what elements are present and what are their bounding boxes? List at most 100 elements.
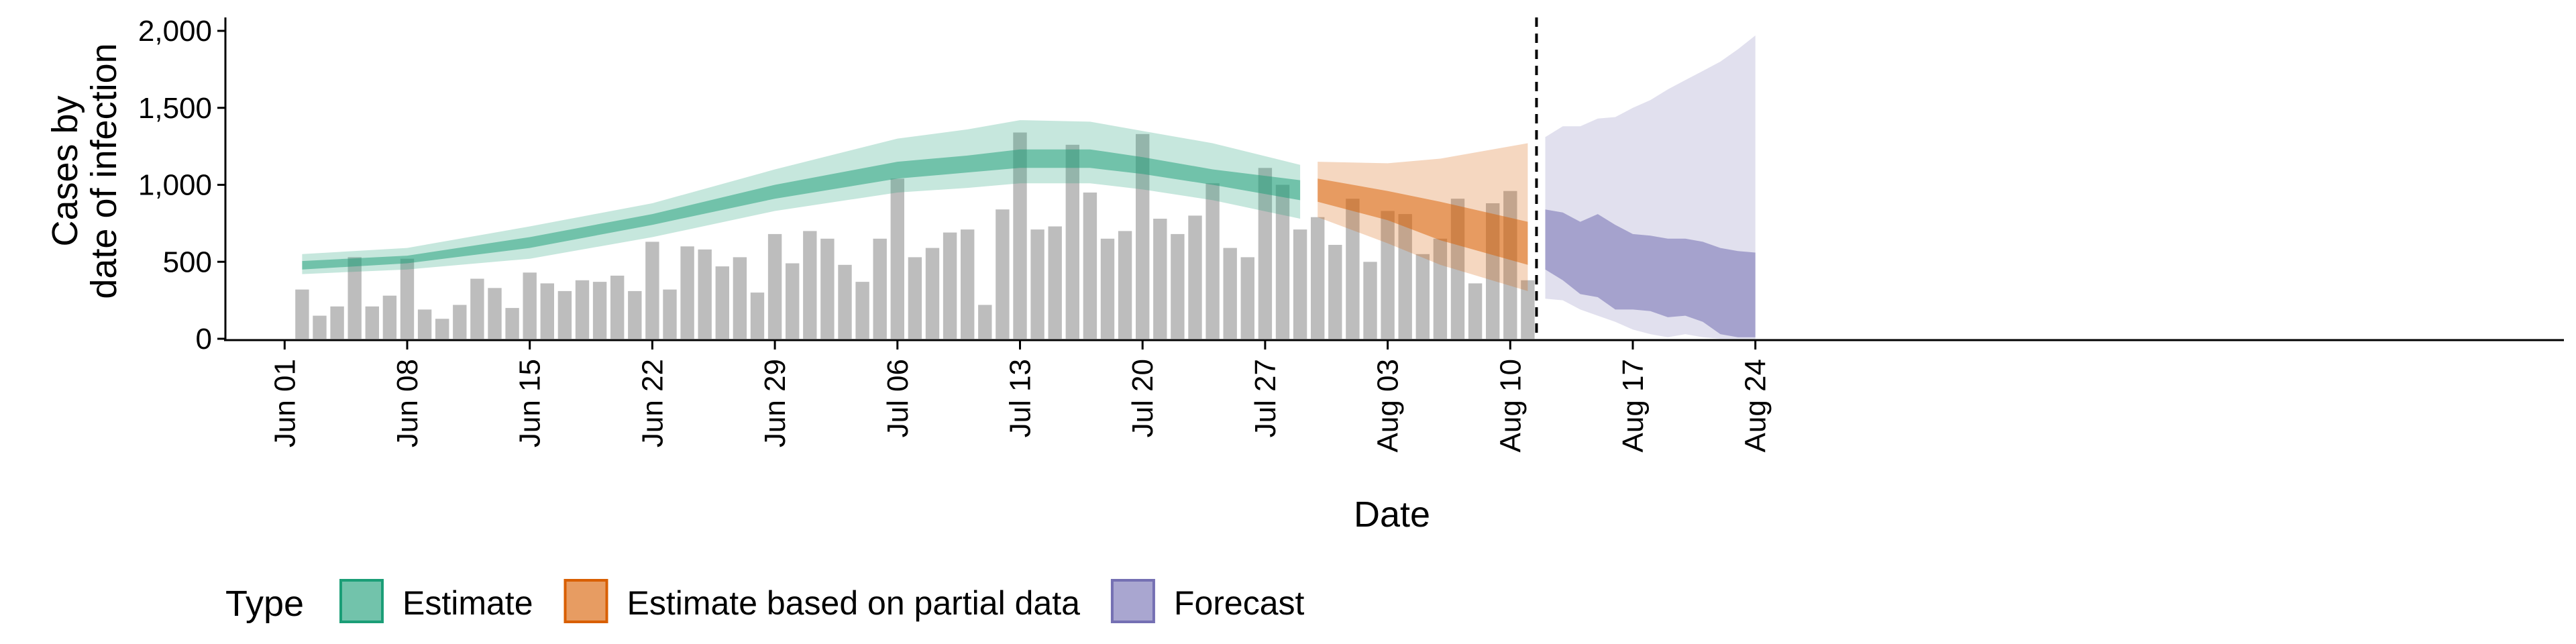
case-bar <box>1083 193 1097 339</box>
x-tick-label: Aug 10 <box>1494 359 1527 452</box>
x-axis-title: Date <box>1354 494 1430 535</box>
case-bar <box>873 238 887 339</box>
case-bar <box>733 257 747 339</box>
y-tick-label: 500 <box>163 246 212 278</box>
case-bar <box>1100 238 1115 339</box>
x-tick-label: Jul 20 <box>1126 359 1159 437</box>
case-bar <box>1346 199 1360 339</box>
case-bar <box>1223 248 1237 339</box>
x-tick-label: Jun 29 <box>759 359 792 447</box>
case-bar <box>400 258 415 339</box>
case-bar <box>698 249 712 339</box>
case-bar <box>1136 133 1150 339</box>
case-bar <box>610 275 625 339</box>
legend-label: Forecast <box>1174 584 1305 622</box>
x-tick-label: Jul 27 <box>1249 359 1282 437</box>
case-bar <box>680 246 694 339</box>
case-bar <box>803 231 817 339</box>
case-bar <box>1048 226 1062 339</box>
x-tick-label: Aug 03 <box>1372 359 1405 452</box>
case-bar <box>1118 231 1132 339</box>
y-tick-label: 1,000 <box>138 169 212 202</box>
case-bar <box>453 305 467 339</box>
case-bar <box>1065 144 1079 339</box>
legend-title: Type <box>225 584 304 624</box>
case-bar <box>488 288 502 339</box>
case-bar <box>540 283 554 339</box>
case-bar <box>1415 254 1430 339</box>
legend-label: Estimate based on partial data <box>627 584 1081 622</box>
case-bar <box>925 248 940 339</box>
x-tick-label: Jul 13 <box>1004 359 1037 437</box>
y-tick-label: 0 <box>196 323 212 356</box>
legend: Type Estimate Estimate based on partial da… <box>225 579 1305 624</box>
case-bar <box>1468 283 1483 339</box>
case-bar <box>750 292 765 339</box>
case-bar <box>1398 214 1412 339</box>
y-tick-label: 1,500 <box>138 92 212 125</box>
case-bar <box>1521 280 1535 339</box>
case-bar <box>855 282 869 339</box>
case-bar <box>908 257 922 339</box>
case-bar <box>575 280 590 339</box>
x-tick-label: Jun 01 <box>268 359 301 447</box>
legend-label: Estimate <box>402 584 533 622</box>
case-bar <box>1030 229 1044 339</box>
case-bar <box>715 266 729 339</box>
case-bar <box>470 278 484 339</box>
case-bar <box>1433 238 1448 339</box>
case-bar <box>592 282 607 339</box>
x-tick-label: Jun 22 <box>636 359 669 447</box>
x-tick-label: Jun 08 <box>391 359 424 447</box>
case-bar <box>382 295 397 339</box>
estimate-bands <box>302 17 1756 339</box>
case-bar <box>767 233 782 339</box>
case-bar <box>890 178 904 339</box>
y-axis-title-line: Cases by <box>45 95 85 246</box>
case-bar <box>1171 233 1185 339</box>
case-bar <box>1311 217 1325 339</box>
legend-swatch <box>1110 579 1155 623</box>
reported-cases-bars <box>295 132 1535 339</box>
case-bar <box>1188 215 1202 339</box>
case-bar <box>505 308 519 339</box>
case-bar <box>786 263 800 339</box>
x-tick-label: Jun 15 <box>514 359 547 447</box>
case-bar <box>978 305 992 339</box>
x-tick-label: Jul 06 <box>881 359 914 437</box>
case-bar <box>943 232 957 339</box>
case-bar <box>1381 211 1395 339</box>
case-bar <box>1013 132 1027 339</box>
case-bar <box>1153 219 1167 339</box>
case-bar <box>557 290 572 339</box>
y-tick-label: 2,000 <box>138 15 212 48</box>
x-tick-label: Aug 24 <box>1739 359 1772 452</box>
legend-swatch <box>339 579 384 623</box>
case-bar <box>838 264 852 339</box>
case-bar <box>1240 257 1254 339</box>
case-bar <box>365 306 379 339</box>
case-bar <box>523 272 537 339</box>
legend-swatch <box>564 579 608 623</box>
case-bar <box>820 238 835 339</box>
case-bar <box>645 241 659 339</box>
case-bar <box>313 315 327 339</box>
partial-inner-band <box>1318 178 1528 265</box>
case-bar <box>996 209 1010 339</box>
case-bar <box>435 319 449 339</box>
case-bar <box>347 257 362 339</box>
case-bar <box>330 306 344 339</box>
case-bar <box>417 309 432 339</box>
case-bar <box>1328 245 1342 339</box>
y-axis-title-line: date of infection <box>84 43 124 299</box>
case-bar <box>1293 229 1307 339</box>
case-bar <box>1205 183 1220 339</box>
case-bar <box>663 289 677 339</box>
y-axis-title: Cases bydate of infection <box>45 43 124 299</box>
case-bar <box>1363 262 1377 339</box>
estimate-inner-band <box>302 149 1301 270</box>
axes: 0 500 1,000 1,500 2,000 Jun 01 Jun 08 Jun 15 Jun… <box>45 15 2564 535</box>
case-bar <box>961 229 975 339</box>
case-bar <box>1258 168 1273 339</box>
